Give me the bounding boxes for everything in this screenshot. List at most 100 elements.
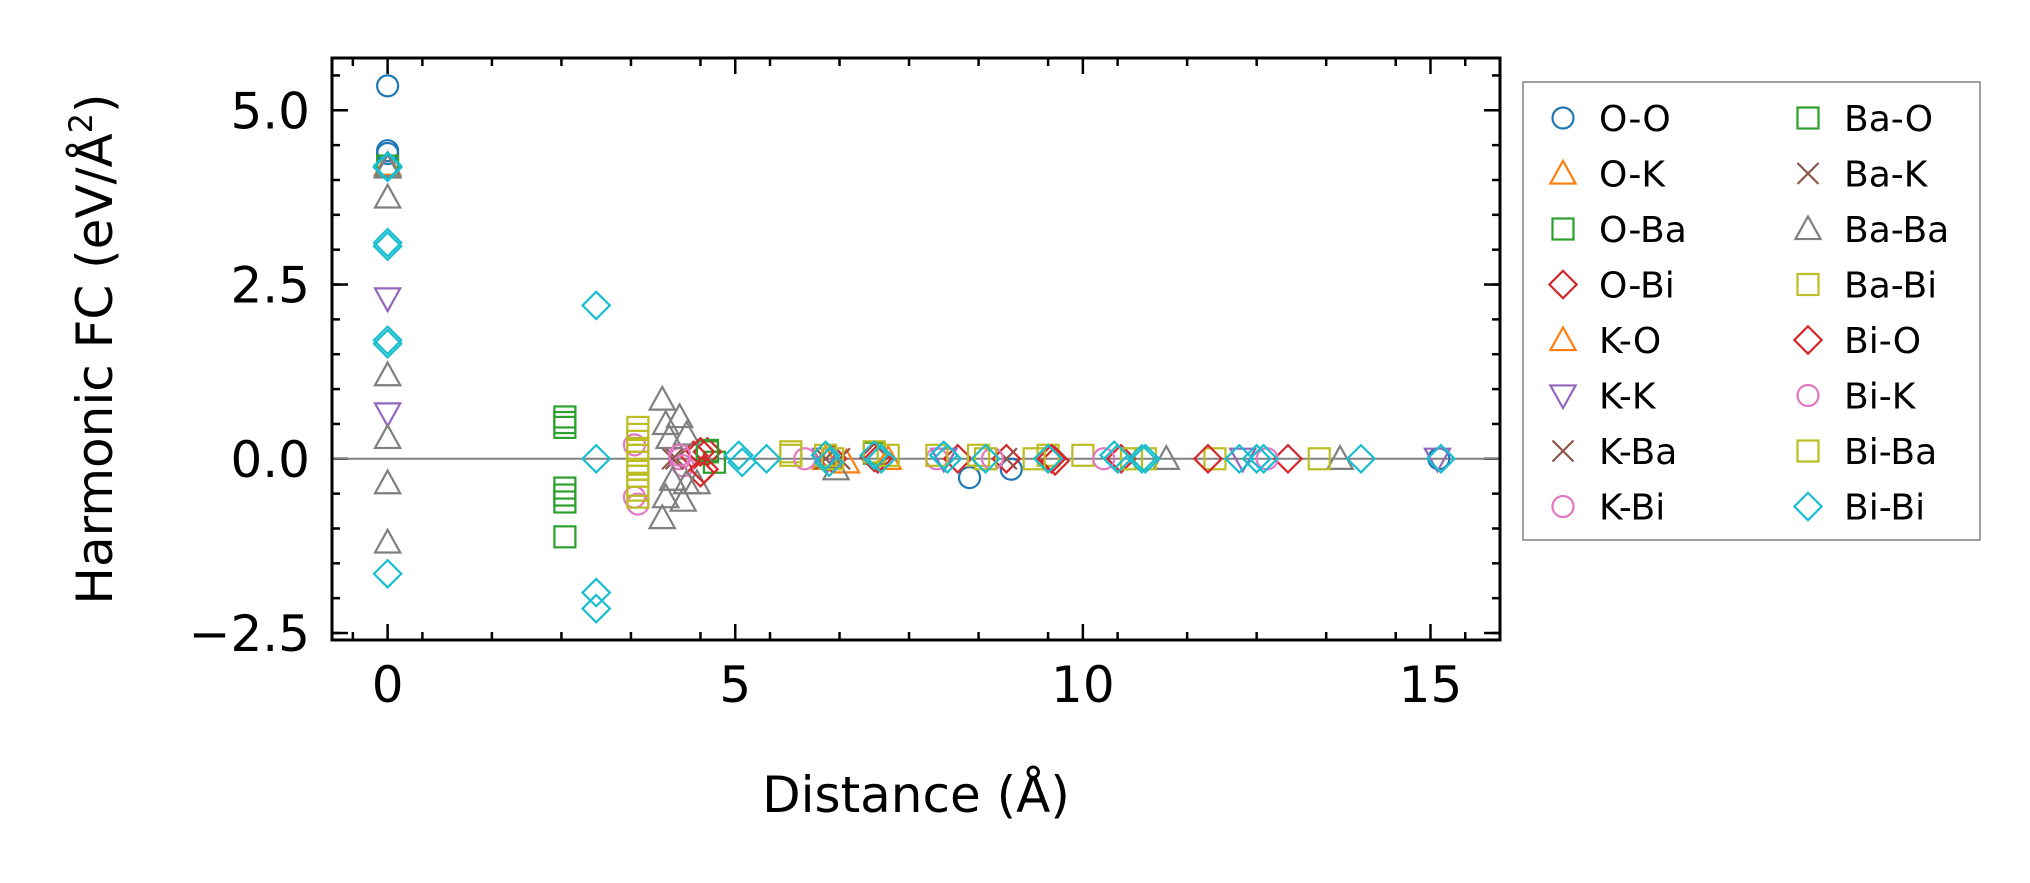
- legend-item: Bi-K: [1796, 377, 1917, 418]
- data-point: [859, 440, 890, 471]
- data-point: [553, 525, 577, 549]
- data-point: [376, 141, 400, 166]
- data-point: [1071, 443, 1095, 467]
- legend-item: K-Bi: [1551, 488, 1665, 529]
- legend-marker: [1548, 325, 1578, 352]
- data-point: [626, 464, 650, 488]
- data-point: [647, 384, 677, 411]
- legend-item: O-Bi: [1547, 266, 1675, 307]
- axis-ticks: [332, 58, 1500, 640]
- y-tick-label: 5.0: [230, 82, 310, 140]
- legend-label: Bi-Ba: [1844, 432, 1937, 473]
- legend-marker: [1547, 269, 1579, 300]
- legend-marker: [1551, 494, 1575, 519]
- data-point: [957, 465, 982, 490]
- data-point: [672, 419, 702, 446]
- legend-label: Bi-Bi: [1844, 488, 1925, 529]
- legend-label: K-O: [1599, 321, 1661, 362]
- data-point: [1425, 443, 1457, 474]
- data-point: [970, 443, 1001, 474]
- y-tick-label: −2.5: [189, 605, 310, 663]
- data-point: [999, 457, 1023, 481]
- data-point: [726, 447, 758, 478]
- data-point: [1272, 443, 1304, 474]
- series-o-o: [376, 74, 1451, 490]
- data-point: [373, 468, 403, 495]
- legend-label: Ba-K: [1844, 155, 1929, 196]
- series-o-k: [373, 149, 861, 474]
- data-point: [658, 464, 688, 491]
- data-point: [372, 325, 403, 356]
- legend-marker: [1551, 106, 1575, 130]
- data-point: [372, 328, 403, 359]
- data-point: [626, 485, 650, 509]
- data-point: [553, 415, 577, 440]
- x-axis-label: Distance (Å): [762, 766, 1070, 824]
- legend-item: O-Ba: [1551, 210, 1687, 251]
- data-point: [1248, 443, 1279, 474]
- legend-label: O-Ba: [1599, 210, 1687, 251]
- data-point: [553, 483, 577, 507]
- legend-marker: [1548, 384, 1578, 411]
- data-point: [1126, 443, 1158, 474]
- data-point: [373, 423, 403, 450]
- series-ba-ba: [373, 151, 1355, 554]
- data-point: [685, 436, 716, 468]
- plot-markers: [372, 74, 1457, 624]
- data-point: [1119, 447, 1144, 471]
- data-point: [1151, 443, 1181, 470]
- series-bi-bi: [372, 150, 1457, 624]
- data-point: [1192, 443, 1224, 474]
- data-point: [580, 577, 612, 608]
- legend-item: Ba-K: [1796, 155, 1929, 196]
- data-point: [1325, 443, 1355, 470]
- series-k-o: [373, 151, 903, 470]
- data-point: [1022, 447, 1046, 471]
- legend-marker: [1796, 439, 1820, 463]
- x-tick-label: 0: [372, 656, 404, 714]
- plot-frame: [330, 56, 1502, 642]
- data-point: [553, 490, 577, 514]
- legend: O-O O-K O-Ba O-Bi K-O K-K K-Ba K-Bi Ba-O Ba-K Ba-B…: [1522, 81, 1981, 541]
- y-axis-label-main: Harmonic FC (eV/Å: [66, 133, 124, 604]
- data-point: [1130, 443, 1161, 474]
- data-point: [779, 443, 803, 467]
- data-point: [751, 443, 782, 474]
- y-tick-label: 2.5: [230, 257, 310, 315]
- data-point: [651, 482, 681, 509]
- legend-label: Ba-Ba: [1844, 210, 1949, 251]
- data-point: [942, 443, 973, 474]
- y-axis-label-end: ): [66, 93, 124, 113]
- legend-label: O-K: [1599, 155, 1666, 196]
- data-point: [372, 558, 403, 589]
- series-ba-bi: [626, 415, 1331, 509]
- legend-frame: [1522, 81, 1981, 541]
- legend-label: Ba-O: [1844, 99, 1933, 140]
- data-point: [973, 447, 998, 471]
- data-point: [1307, 447, 1331, 471]
- data-point: [372, 152, 403, 183]
- data-point: [668, 485, 698, 512]
- legend-marker: [1796, 162, 1820, 185]
- legend-marker: [1793, 214, 1823, 241]
- data-point: [925, 443, 949, 467]
- data-point: [932, 443, 963, 474]
- data-point: [647, 503, 677, 530]
- legend-item: O-O: [1551, 99, 1671, 140]
- data-point: [692, 436, 723, 468]
- legend-label: K-Ba: [1599, 432, 1677, 473]
- data-point: [373, 360, 403, 387]
- legend-marker: [1792, 324, 1824, 356]
- legend-marker: [1796, 272, 1820, 297]
- data-point: [651, 409, 681, 436]
- data-point: [373, 527, 403, 554]
- data-point: [376, 74, 400, 98]
- legend-label: Bi-O: [1844, 321, 1921, 362]
- data-point: [665, 402, 695, 429]
- data-point: [373, 152, 403, 179]
- data-point: [1241, 443, 1272, 474]
- data-point: [580, 443, 612, 474]
- data-point: [813, 447, 845, 478]
- data-point: [654, 423, 684, 450]
- x-tick-label: 15: [1399, 656, 1463, 714]
